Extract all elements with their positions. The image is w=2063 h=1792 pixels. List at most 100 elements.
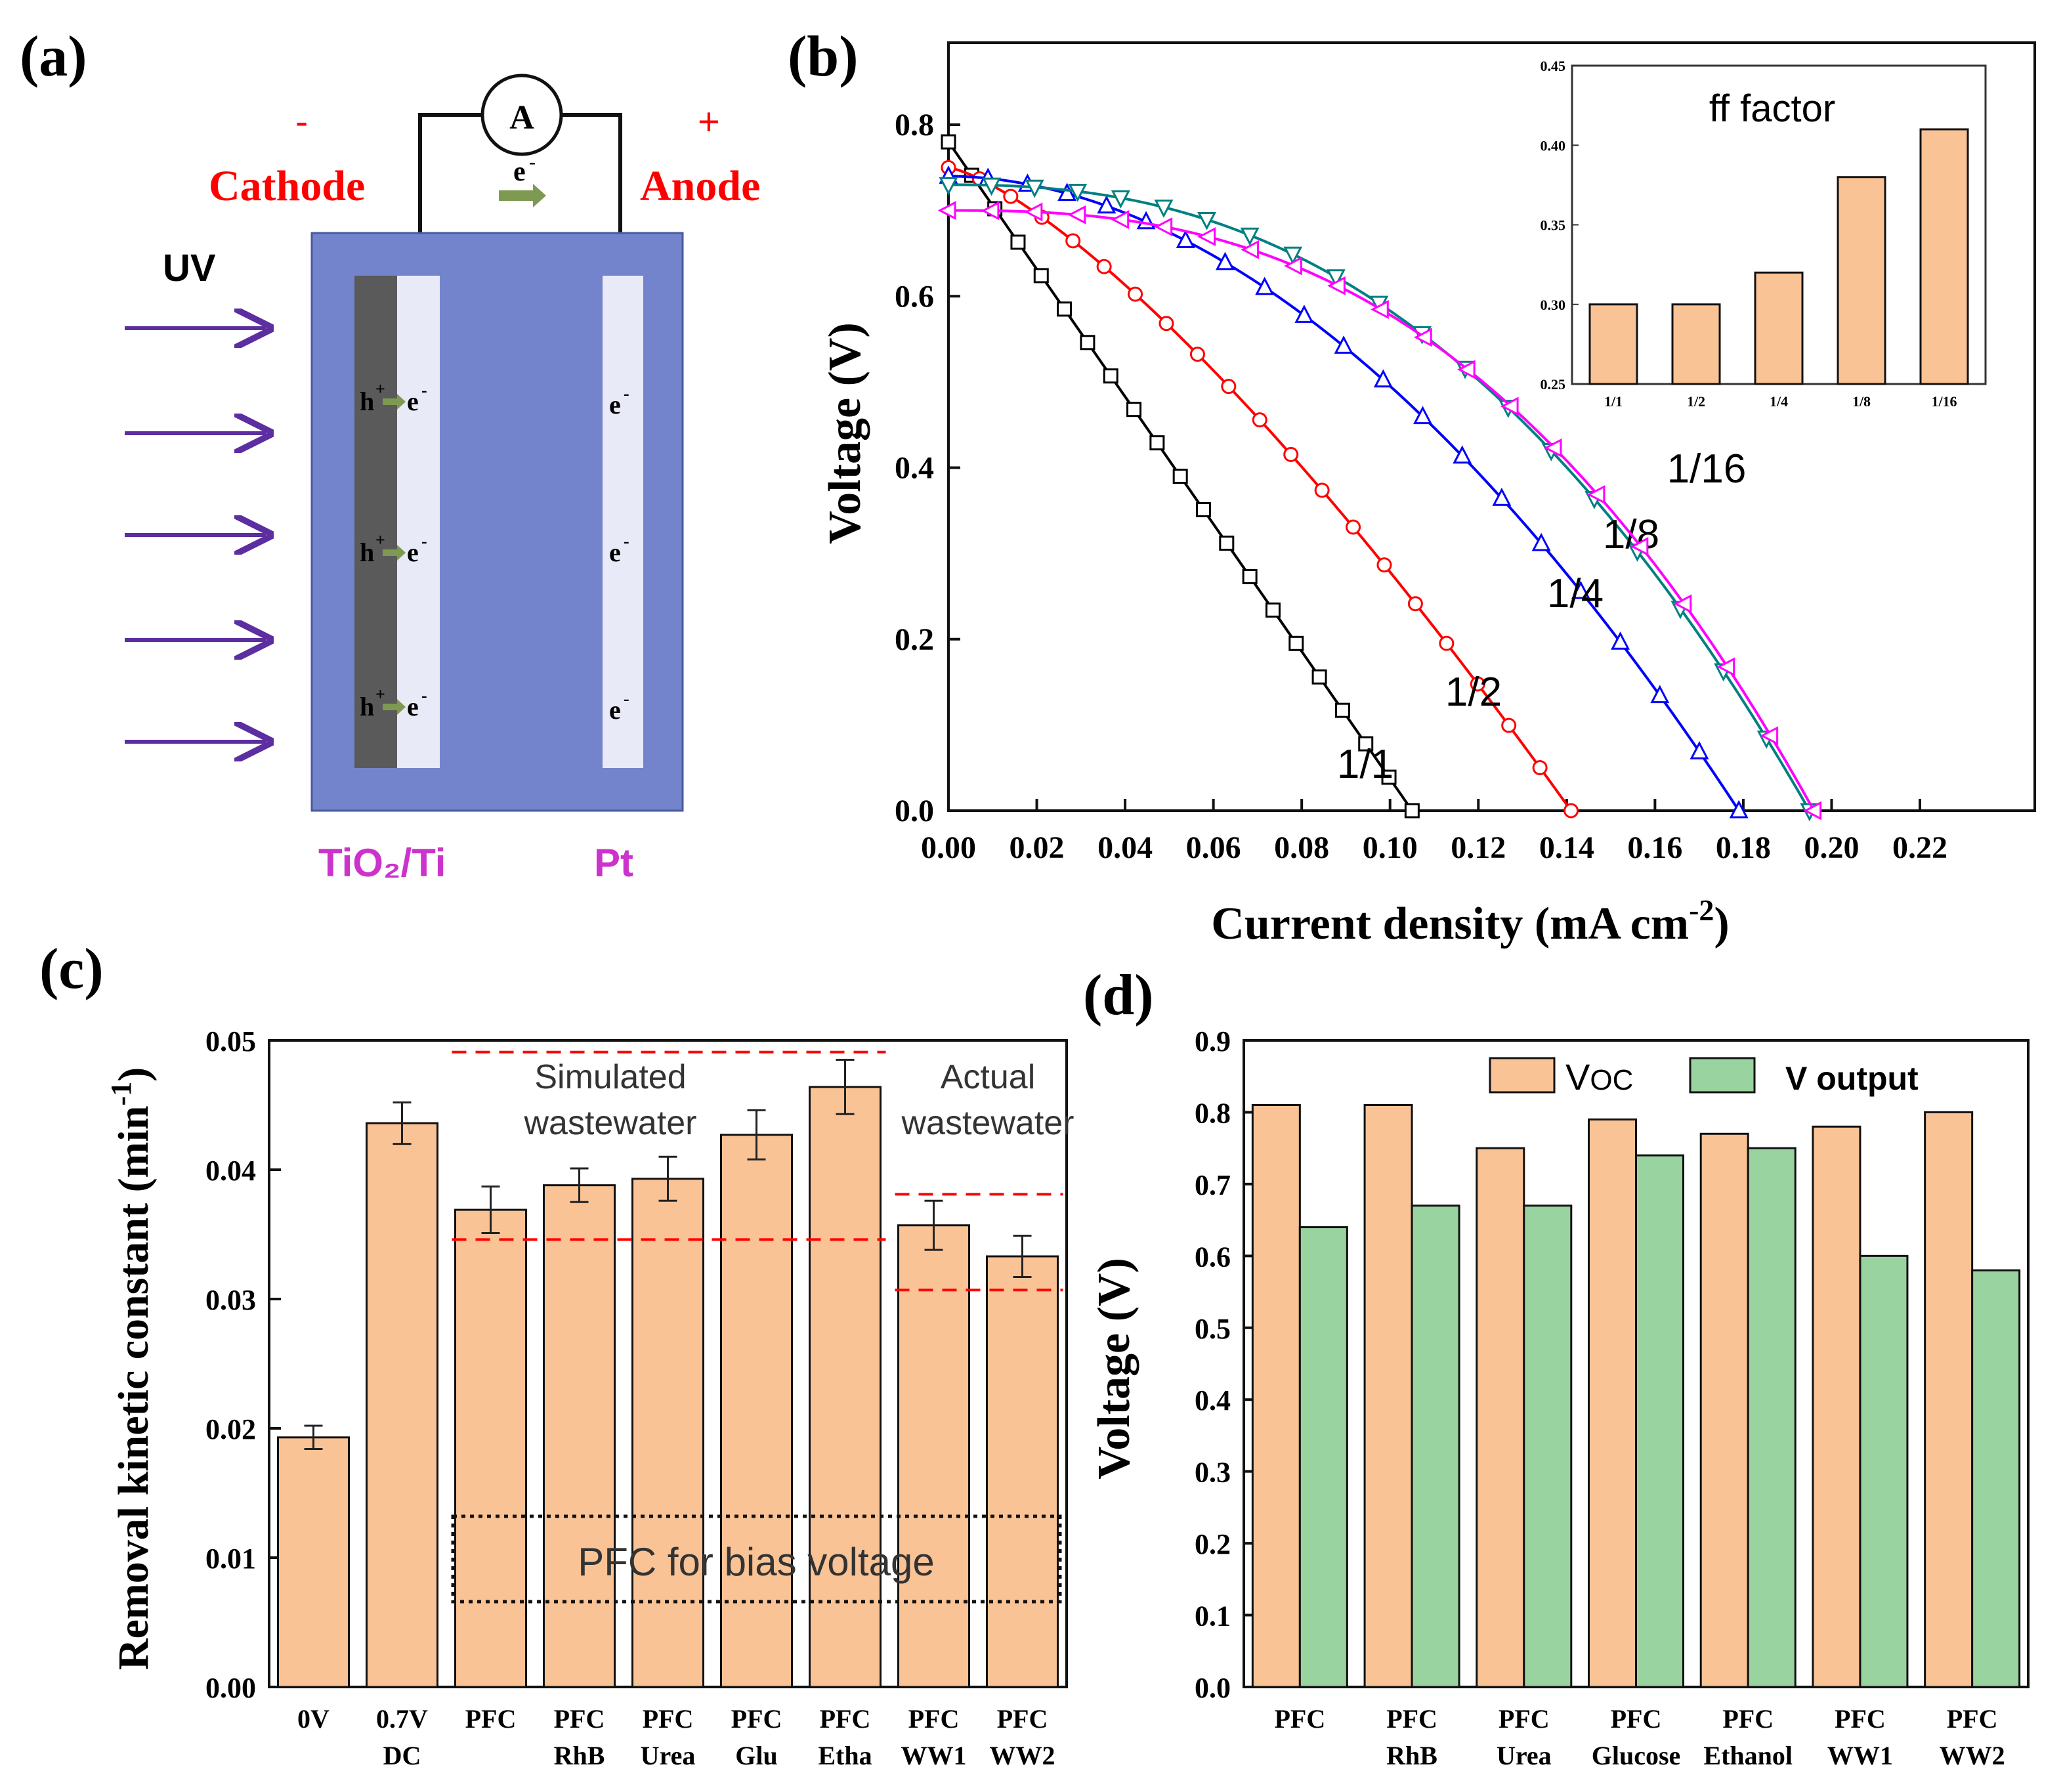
series-marker-1/8 (1197, 211, 1217, 230)
inset-xtick-label: 1/8 (1852, 393, 1871, 410)
inset-xtick-label: 1/4 (1770, 393, 1788, 410)
anode-electron-sup: - (624, 384, 629, 403)
ammeter-label: A (509, 99, 534, 137)
chart-c-xtick-label: PFC (554, 1704, 605, 1734)
chart-c-ytick-label: 0.02 (205, 1413, 256, 1445)
chart-b-xtick-label: 0.18 (1716, 830, 1771, 865)
chart-c-bar (366, 1122, 438, 1688)
chart-b-xlabel-sup: -2 (1689, 893, 1714, 927)
inset-bar (1837, 176, 1886, 385)
series-marker-1/1 (1404, 803, 1420, 819)
chart-d-bar-voc (1363, 1104, 1413, 1688)
panel-a-label: (a) (20, 25, 87, 89)
series-marker-1/1 (1311, 669, 1327, 685)
chart-d-ytick-label: 0.5 (1195, 1313, 1231, 1345)
panel-c: (c) 0.00 0.01 0.02 0.03 0.04 0.05 0V 0.7V DC PFC P… (39, 937, 1074, 1770)
chart-c-xtick-label: 0V (297, 1704, 330, 1734)
series-marker-1/16 (1067, 205, 1086, 224)
series-label-1/1: 1/1 (1337, 742, 1393, 787)
chart-d-ytick-label: 0.3 (1195, 1457, 1231, 1489)
series-marker-1/2 (1189, 347, 1205, 362)
series-marker-1/8 (1154, 200, 1174, 218)
inset-xtick-label: 1/1 (1604, 393, 1623, 410)
chart-b-xtick-label: 0.22 (1892, 830, 1947, 865)
series-marker-1/4 (1492, 487, 1512, 506)
hole-sup: + (375, 379, 385, 398)
chart-c-xtick-label: PFC (908, 1704, 960, 1734)
series-marker-1/1 (1358, 736, 1374, 752)
chart-d-bar-vout (1747, 1147, 1797, 1688)
inset-bar (1754, 271, 1804, 385)
cathode-label: Cathode (209, 162, 365, 210)
legend-vout-text: V output (1785, 1060, 1919, 1097)
chart-d-bar-vout (1523, 1205, 1573, 1688)
chart-c-xtick-label-2: Glu (735, 1741, 777, 1770)
chart-b-xtick-label: 0.04 (1097, 830, 1153, 865)
series-label-1/2: 1/2 (1445, 670, 1502, 715)
series-marker-1/2 (1283, 446, 1299, 462)
series-marker-1/1 (1196, 502, 1211, 518)
legend-voc-text: VOC (1565, 1056, 1633, 1098)
series-marker-1/8 (1326, 269, 1346, 288)
cathode-charges: h + e -h + e -h + e - (360, 379, 427, 721)
panel-c-label: (c) (39, 937, 104, 1001)
series-marker-1/16 (1760, 726, 1779, 746)
legend-voc-sub: OC (1590, 1064, 1633, 1096)
chart-b-ytick-label: 0.0 (895, 794, 934, 828)
series-marker-1/16 (937, 201, 956, 221)
series-marker-1/8 (1111, 190, 1130, 209)
uv-label: UV (163, 247, 216, 289)
chart-d-legend: VOC V output (1489, 1056, 1919, 1098)
inset-xtick-label: 1/2 (1687, 393, 1705, 410)
chart-c-reference-lines (452, 1050, 1063, 1292)
chart-d-ytick-label: 0.7 (1195, 1169, 1231, 1201)
series-marker-1/4 (1413, 406, 1432, 425)
chart-b-ytick-label: 0.8 (895, 108, 934, 142)
series-marker-1/16 (1673, 594, 1692, 614)
series-marker-1/16 (1586, 484, 1606, 504)
simulated-label-1: Simulated (534, 1058, 686, 1096)
uv-arrows (125, 328, 266, 742)
chart-b-frame (947, 41, 2036, 812)
series-marker-1/2 (1439, 635, 1455, 651)
chart-b-inset: ff factor 0.25 0.30 0.35 0.40 0.45 1/1 1/2 1/4 1… (1541, 58, 1987, 410)
chart-d-xtick-label: PFC (1274, 1704, 1325, 1734)
anode-wire (561, 113, 622, 279)
chart-c-bars (277, 1059, 1059, 1688)
panel-b: (b) 0.00 0.02 0.04 0.06 0.08 0.10 0.12 0.14 0.16… (788, 25, 2036, 949)
chart-c-xtick-label: PFC (997, 1704, 1048, 1734)
chart-c-ylabel: Removal kinetic constant (min-1) (105, 1067, 158, 1670)
series-marker-1/4 (1571, 580, 1590, 599)
series-marker-1/1 (1080, 335, 1095, 351)
chart-c-xtick-label-2: Urea (641, 1741, 696, 1770)
series-marker-1/16 (1371, 299, 1389, 319)
chart-c-xtick-label-2: RhB (554, 1741, 605, 1770)
series-marker-1/4 (1255, 276, 1275, 295)
inset-ytick-label: 0.40 (1541, 137, 1566, 154)
chart-d-bars (1251, 1104, 2021, 1688)
series-marker-1/1 (1103, 368, 1118, 384)
electron-flow-label: e (513, 157, 526, 187)
series-marker-1/4 (1729, 800, 1749, 819)
cathode-electron-sup: - (421, 381, 427, 400)
chart-d-xtick-label-2: WW2 (1940, 1741, 2005, 1770)
chart-b-ytick-label: 0.6 (895, 279, 934, 314)
legend-voc-swatch (1489, 1057, 1556, 1094)
series-marker-1/8 (1068, 183, 1088, 202)
chart-d-ytick-label: 0.6 (1195, 1241, 1231, 1273)
series-marker-1/2 (1501, 717, 1517, 733)
series-marker-1/16 (1197, 227, 1216, 247)
chart-b-xlabel: Current density (mA cm-2) (1211, 893, 1729, 949)
chart-d-xtick-label-2: WW1 (1827, 1741, 1893, 1770)
series-marker-1/4 (1057, 182, 1077, 202)
chart-c-xtick-label: 0.7V (376, 1704, 428, 1734)
chart-d-bar-voc (1699, 1132, 1749, 1688)
chart-d-ylabel: Voltage (V) (1089, 1258, 1139, 1480)
chart-d-ytick-label: 0.9 (1195, 1025, 1231, 1057)
series-marker-1/1 (1057, 301, 1073, 317)
series-marker-1/1 (1242, 568, 1258, 584)
series-marker-1/1 (1334, 702, 1350, 718)
anode-charges: e -e -e - (609, 384, 629, 725)
electron-flow-arrow-icon (499, 184, 546, 207)
